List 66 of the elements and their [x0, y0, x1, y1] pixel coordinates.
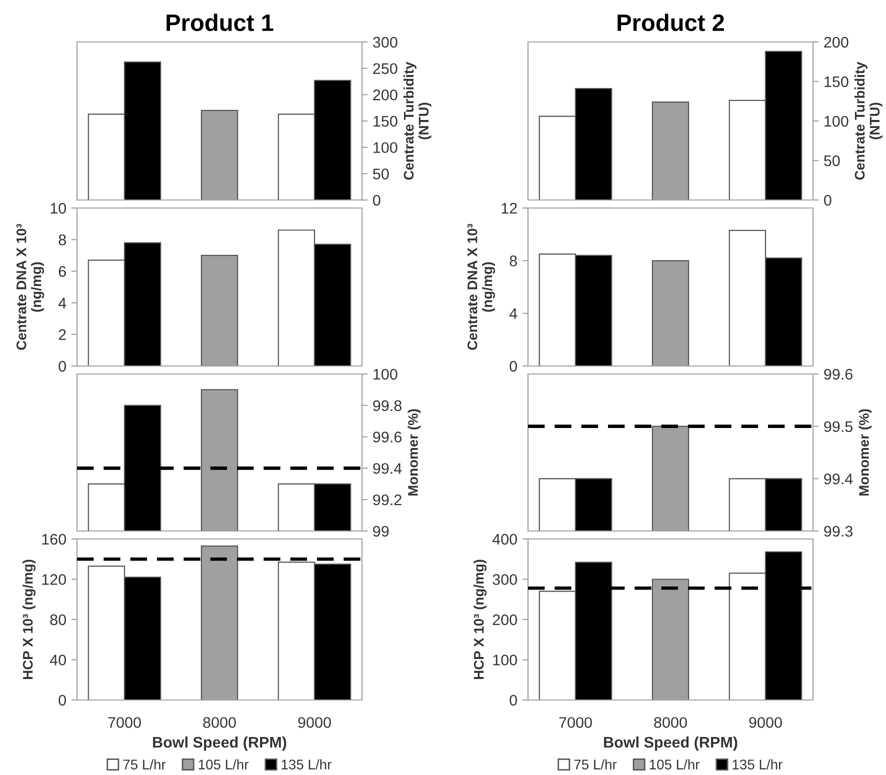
x-tick-label: 7000	[108, 717, 141, 728]
y2-tick-label: 300	[373, 36, 398, 48]
y2-tick-label: 0	[824, 194, 832, 206]
y2-tick-label: 99.4	[824, 474, 853, 484]
y-tick-label: 40	[50, 654, 66, 666]
y2-tick-label: 200	[824, 36, 848, 48]
y-tick-label: 12	[502, 202, 517, 214]
y2-tick-label: 50	[824, 155, 840, 166]
y-tick-label: 100	[493, 654, 517, 666]
y2-axis-title: Centrate Turbidity (NTU)	[854, 62, 882, 180]
y-tick-label: 10	[50, 202, 66, 214]
y2-axis-title: Monomer (%)	[858, 409, 872, 496]
y2-tick-label: 100	[374, 368, 398, 380]
y2-tick-label: 250	[373, 63, 398, 74]
y2-tick-label: 50	[373, 168, 389, 180]
y-tick-label: 6	[58, 266, 66, 277]
y2-tick-label: 99.4	[373, 463, 402, 474]
x-tick-label: 8000	[654, 717, 687, 728]
y2-tick-label: 99.2	[373, 494, 402, 506]
y2-tick-label: 150	[824, 76, 848, 88]
y2-tick-label: 99.6	[824, 368, 852, 380]
y-tick-label: 0	[58, 694, 66, 706]
legend-label: 135 L/hr	[732, 759, 782, 770]
y2-tick-label: 99.8	[373, 400, 402, 412]
x-tick-label: 7000	[559, 717, 592, 728]
y2-axis-title: Monomer (%)	[408, 409, 421, 496]
y-tick-label: 8	[510, 256, 517, 266]
y-tick-label: 200	[492, 614, 517, 626]
x-tick-label: 9000	[749, 717, 782, 728]
y2-tick-label: 0	[373, 194, 380, 206]
legend-label: 135 L/hr	[282, 759, 332, 770]
y2-tick-label: 99	[373, 526, 389, 537]
y-axis-title: Centrate DNA X 10³ (ng/mg)	[467, 224, 496, 350]
y-axis-title: Centrate DNA X 10³ (ng/mg)	[16, 224, 44, 350]
x-axis-title: Bowl Speed (RPM)	[153, 736, 286, 751]
y-tick-label: 4	[58, 298, 66, 308]
legend-label: 75 L/hr	[574, 759, 617, 770]
legend-label: 75 L/hr	[123, 759, 166, 770]
x-axis-title: Bowl Speed (RPM)	[604, 736, 738, 751]
y2-tick-label: 150	[374, 116, 398, 127]
x-tick-label: 9000	[298, 717, 331, 728]
y2-tick-label: 100	[824, 116, 848, 127]
y-tick-label: 400	[492, 534, 517, 545]
y-axis-title: HCP X 10³ (ng/mg)	[474, 560, 487, 680]
x-tick-label: 8000	[203, 717, 236, 728]
y2-tick-label: 99.3	[824, 526, 852, 537]
legend-label: 105 L/hr	[650, 759, 700, 770]
y-tick-label: 8	[58, 234, 66, 246]
y2-tick-label: 99.6	[373, 432, 402, 442]
y-tick-label: 0	[510, 694, 517, 706]
y2-tick-label: 100	[374, 142, 398, 154]
y-tick-label: 0	[510, 360, 517, 372]
y-tick-label: 80	[50, 614, 66, 626]
chart-title: Product 2	[618, 14, 724, 32]
y2-axis-title: Centrate Turbidity (NTU)	[403, 62, 432, 180]
y-tick-label: 4	[509, 308, 518, 319]
chart-title: Product 1	[166, 14, 274, 32]
y-tick-label: 120	[42, 574, 66, 585]
y-axis-title: HCP X 10³ (ng/mg)	[22, 560, 36, 680]
legend-label: 105 L/hr	[198, 759, 249, 770]
y-tick-label: 2	[58, 329, 66, 340]
y-tick-label: 160	[42, 534, 66, 545]
y-tick-label: 300	[492, 574, 517, 585]
y2-tick-label: 99.5	[824, 421, 853, 432]
y2-tick-label: 200	[373, 90, 398, 100]
y-tick-label: 0	[58, 360, 66, 372]
